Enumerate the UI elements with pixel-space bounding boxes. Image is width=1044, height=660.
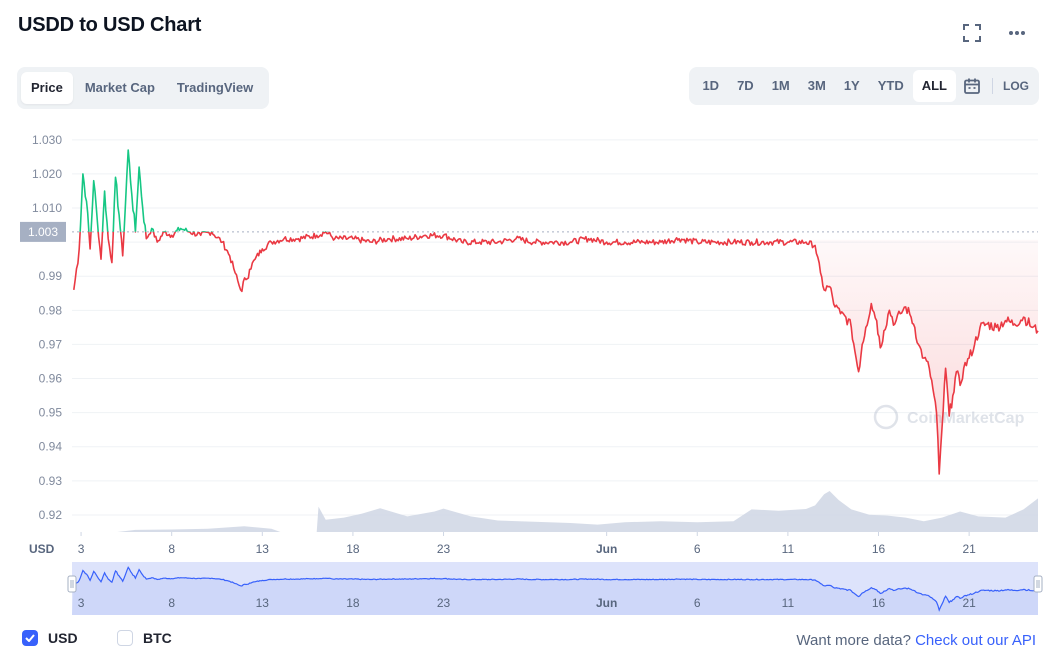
calendar-icon[interactable] bbox=[956, 70, 988, 102]
y-tick-label: 0.97 bbox=[39, 337, 63, 351]
price-chart[interactable]: 0.92 0.93 0.94 0.95 0.96 0.97 0.98 0.99 1.010 1.0… bbox=[0, 115, 1044, 620]
navigator-tick-label: 18 bbox=[346, 596, 360, 610]
range-all[interactable]: ALL bbox=[912, 70, 956, 102]
usd-checkbox[interactable] bbox=[22, 630, 38, 646]
x-tick-label: Jun bbox=[596, 542, 617, 556]
x-tick-label: 8 bbox=[168, 542, 175, 556]
y-tick-label: 1.010 bbox=[32, 201, 62, 215]
navigator-line bbox=[73, 566, 1039, 612]
y-tick-label: 1.020 bbox=[32, 167, 62, 181]
current-price-label: 1.003 bbox=[28, 225, 58, 239]
y-tick-label: 0.93 bbox=[39, 474, 63, 488]
y-tick-label: 0.98 bbox=[39, 303, 63, 317]
x-tick-label: 3 bbox=[78, 542, 85, 556]
tab-tradingview[interactable]: TradingView bbox=[176, 80, 254, 95]
price-line-down bbox=[73, 231, 1039, 475]
more-options-icon[interactable] bbox=[1006, 22, 1028, 44]
range-divider bbox=[992, 78, 993, 94]
navigator-tick-label: 11 bbox=[782, 596, 795, 610]
x-tick-label: 18 bbox=[346, 542, 360, 556]
log-scale-toggle[interactable]: LOG bbox=[1003, 79, 1029, 93]
y-tick-label: 0.95 bbox=[39, 406, 63, 420]
current-price-box bbox=[20, 221, 66, 242]
navigator-tick-label: 6 bbox=[694, 596, 701, 610]
range-1y[interactable]: 1Y bbox=[843, 78, 860, 93]
legend-usd[interactable]: USD bbox=[22, 630, 78, 646]
page-title: USDD to USD Chart bbox=[18, 14, 202, 36]
tab-market-cap[interactable]: Market Cap bbox=[84, 80, 155, 95]
time-range-selector: 1D 7D 1M 3M 1Y YTD ALL LOG bbox=[689, 67, 1039, 105]
y-tick-label: 0.99 bbox=[39, 269, 63, 283]
y-axis-unit-label: USD bbox=[29, 542, 55, 556]
navigator-tick-label: Jun bbox=[596, 596, 617, 610]
x-tick-label: 11 bbox=[782, 542, 795, 556]
range-1m[interactable]: 1M bbox=[771, 78, 790, 93]
navigator-tick-label: 21 bbox=[962, 596, 976, 610]
range-3m[interactable]: 3M bbox=[807, 78, 826, 93]
range-1d[interactable]: 1D bbox=[702, 78, 720, 93]
y-tick-label: 0.92 bbox=[39, 508, 63, 522]
y-tick-label: 0.96 bbox=[39, 372, 63, 386]
navigator-handle-right[interactable] bbox=[1033, 575, 1043, 593]
navigator-handle-left[interactable] bbox=[67, 575, 77, 593]
btc-checkbox[interactable] bbox=[117, 630, 133, 646]
range-7d[interactable]: 7D bbox=[737, 78, 754, 93]
y-tick-label: 1.030 bbox=[32, 133, 62, 147]
x-tick-label: 21 bbox=[962, 542, 976, 556]
x-tick-label: 23 bbox=[437, 542, 451, 556]
x-tick-label: 16 bbox=[872, 542, 886, 556]
api-link[interactable]: Check out our API bbox=[915, 632, 1036, 649]
y-tick-label: 0.94 bbox=[39, 440, 63, 454]
navigator-tick-label: 23 bbox=[437, 596, 451, 610]
watermark-logo-icon bbox=[873, 404, 899, 430]
volume-area bbox=[73, 491, 1039, 532]
navigator-tick-label: 13 bbox=[256, 596, 270, 610]
more-data-prompt: Want more data? Check out our API bbox=[796, 632, 1036, 649]
x-tick-label: 13 bbox=[256, 542, 270, 556]
navigator-tick-label: 3 bbox=[78, 596, 85, 610]
navigator-tick-label: 8 bbox=[168, 596, 175, 610]
chart-type-tabs: Price Market Cap TradingView bbox=[17, 67, 270, 109]
legend-btc-label: BTC bbox=[143, 630, 172, 646]
fullscreen-icon[interactable] bbox=[961, 22, 983, 44]
x-tick-label: 6 bbox=[694, 542, 701, 556]
more-data-text: Want more data? bbox=[796, 632, 911, 649]
legend-usd-label: USD bbox=[48, 630, 78, 646]
watermark-text: CoinMarketCap bbox=[907, 410, 1025, 427]
range-ytd[interactable]: YTD bbox=[877, 78, 904, 93]
tab-price[interactable]: Price bbox=[21, 72, 73, 104]
navigator-tick-label: 16 bbox=[872, 596, 886, 610]
legend-btc[interactable]: BTC bbox=[117, 630, 172, 646]
